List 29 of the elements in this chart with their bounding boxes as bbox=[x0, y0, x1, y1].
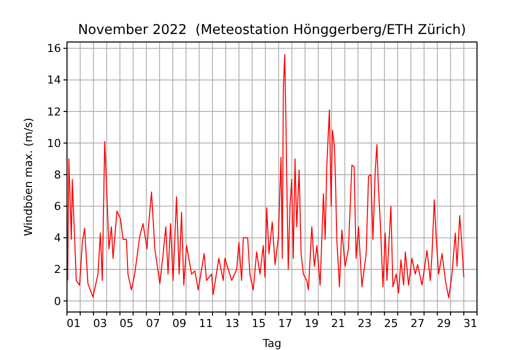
x-tick-label: 13 bbox=[225, 317, 240, 330]
x-tick-label: 21 bbox=[331, 317, 346, 330]
x-tick-label: 31 bbox=[463, 317, 478, 330]
x-tick-label: 01 bbox=[66, 317, 81, 330]
y-tick-label: 2 bbox=[54, 263, 61, 276]
y-tick-label: 10 bbox=[47, 136, 61, 150]
y-tick-label: 0 bbox=[54, 294, 61, 308]
y-tick-label: 8 bbox=[54, 168, 61, 182]
x-tick-label: 07 bbox=[146, 317, 160, 330]
x-tick-label: 15 bbox=[252, 317, 266, 330]
x-tick-label: 19 bbox=[304, 317, 319, 330]
y-axis-title: Windböen max. (m/s) bbox=[22, 118, 35, 236]
line-series bbox=[67, 54, 464, 298]
y-tick-label: 14 bbox=[47, 74, 61, 87]
x-tick-label: 23 bbox=[358, 317, 372, 330]
y-tick-label: 6 bbox=[54, 200, 61, 214]
x-tick-label: 25 bbox=[384, 317, 398, 330]
x-tick-label: 27 bbox=[410, 317, 424, 330]
y-tick-label: 16 bbox=[47, 42, 61, 56]
x-tick-label: 03 bbox=[93, 317, 108, 330]
y-tick-label: 4 bbox=[54, 232, 61, 245]
x-tick-label: 09 bbox=[172, 317, 186, 330]
x-tick-label: 29 bbox=[436, 317, 451, 330]
x-tick-label: 05 bbox=[120, 317, 134, 330]
x-axis-title: Tag bbox=[262, 337, 282, 350]
x-tick-label: 17 bbox=[278, 317, 292, 330]
x-tick-label: 11 bbox=[198, 317, 213, 330]
y-tick-label: 12 bbox=[47, 105, 61, 118]
chart-title: November 2022 (Meteostation Hönggerberg/ETH Zürich) bbox=[78, 22, 466, 38]
